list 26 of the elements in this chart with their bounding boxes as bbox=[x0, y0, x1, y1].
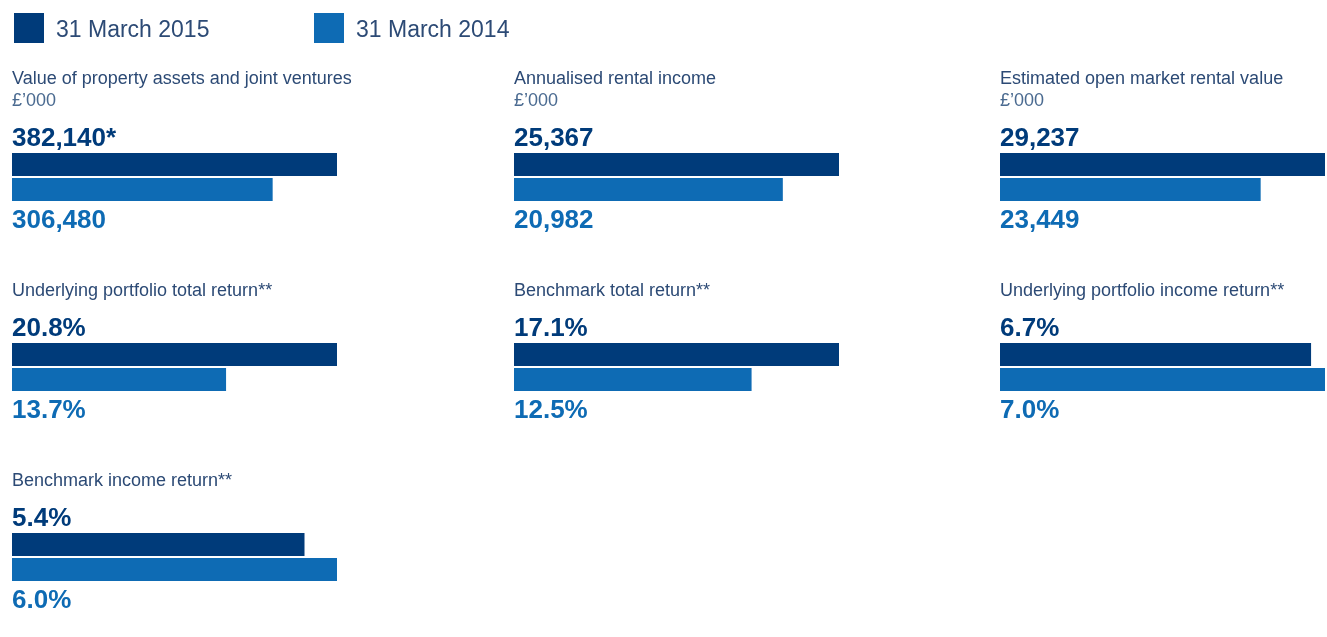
data-label: 29,237 bbox=[1000, 122, 1080, 152]
chart-subtitle: £’000 bbox=[514, 90, 559, 110]
data-label: 382,140* bbox=[12, 122, 117, 152]
chart-title: Underlying portfolio income return** bbox=[1000, 280, 1285, 300]
data-label: 306,480 bbox=[12, 204, 106, 234]
chart-subtitle: £’000 bbox=[1000, 90, 1045, 110]
data-label: 20.8% bbox=[12, 312, 86, 342]
data-label: 6.7% bbox=[1000, 312, 1060, 342]
legend-label: 31 March 2014 bbox=[356, 16, 510, 42]
data-label: 5.4% bbox=[12, 502, 72, 532]
chart-title: Annualised rental income bbox=[514, 68, 717, 88]
chart-title: Value of property assets and joint ventures bbox=[12, 68, 352, 88]
data-label: 20,982 bbox=[514, 204, 594, 234]
data-label: 23,449 bbox=[1000, 204, 1080, 234]
chart-subtitle: £’000 bbox=[12, 90, 57, 110]
legend-label: 31 March 2015 bbox=[56, 16, 210, 42]
data-label: 17.1% bbox=[514, 312, 588, 342]
data-label: 7.0% bbox=[1000, 394, 1060, 424]
chart-title: Benchmark total return** bbox=[514, 280, 711, 300]
chart-title: Underlying portfolio total return** bbox=[12, 280, 273, 300]
chart-title: Estimated open market rental value bbox=[1000, 68, 1284, 88]
data-label: 12.5% bbox=[514, 394, 588, 424]
data-label: 6.0% bbox=[12, 584, 72, 614]
chart-title: Benchmark income return** bbox=[12, 470, 233, 490]
data-label: 25,367 bbox=[514, 122, 594, 152]
data-label: 13.7% bbox=[12, 394, 86, 424]
